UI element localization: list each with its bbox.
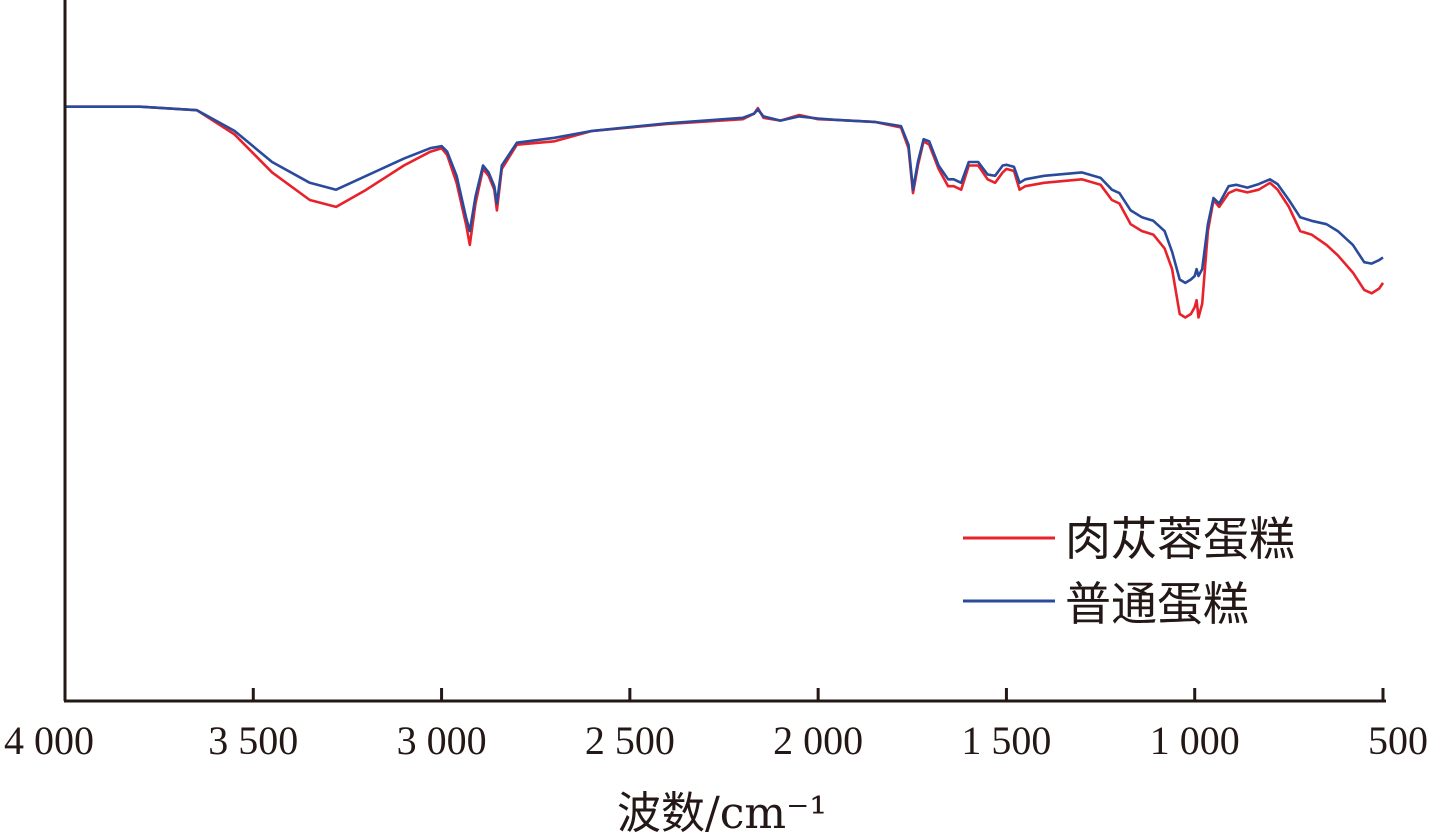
series-line-0 [65,105,1385,319]
x-tick-label-6: 1 000 [1150,718,1240,763]
x-tick-label-3: 2 500 [585,718,675,763]
x-tick-label-4: 2 000 [773,718,863,763]
legend-label-1: 普通蛋糕 [1065,577,1249,631]
series-lines [65,105,1385,319]
x-tick-label-0: 4 000 [4,718,94,763]
legend: 肉苁蓉蛋糕 普通蛋糕 [963,512,1295,631]
x-tick-label-2: 3 000 [397,718,487,763]
x-axis-title: 波数/cm⁻¹ [617,788,827,837]
series-line-1 [65,105,1384,285]
x-axis-ticks: 4 000 3 500 3 000 2 500 2 000 1 500 1 000 500 [4,688,1428,763]
x-tick-label-7: 500 [1368,718,1428,763]
x-tick-label-5: 1 500 [961,718,1051,763]
legend-label-0: 肉苁蓉蛋糕 [1065,512,1295,566]
x-tick-label-1: 3 500 [208,718,298,763]
